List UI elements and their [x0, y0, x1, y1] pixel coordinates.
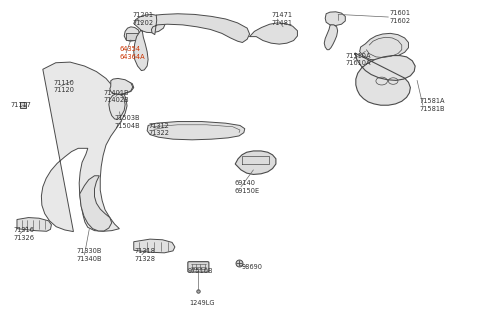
Text: 1249LG: 1249LG — [189, 300, 214, 306]
Text: 71318
71328: 71318 71328 — [135, 248, 156, 261]
Polygon shape — [134, 14, 165, 71]
Polygon shape — [147, 122, 245, 140]
Polygon shape — [134, 239, 175, 253]
Polygon shape — [235, 151, 276, 174]
Text: 69140
69150E: 69140 69150E — [234, 180, 259, 194]
Text: 71117: 71117 — [10, 102, 31, 108]
Text: 71316
71326: 71316 71326 — [13, 227, 34, 241]
Polygon shape — [109, 94, 125, 120]
Polygon shape — [126, 33, 139, 40]
Polygon shape — [110, 78, 133, 94]
Polygon shape — [250, 23, 298, 44]
Text: 71581A
71581B: 71581A 71581B — [420, 98, 445, 112]
Polygon shape — [325, 12, 345, 26]
Text: 71471
71481: 71471 71481 — [271, 12, 292, 26]
FancyBboxPatch shape — [188, 262, 209, 272]
Polygon shape — [360, 33, 408, 60]
Text: 64354
64364A: 64354 64364A — [120, 46, 145, 60]
Polygon shape — [41, 62, 134, 232]
Polygon shape — [355, 53, 415, 105]
Text: 71312
71322: 71312 71322 — [148, 123, 169, 136]
Text: 71201
71202: 71201 71202 — [132, 12, 154, 26]
Polygon shape — [152, 14, 250, 43]
Text: 71330B
71340B: 71330B 71340B — [76, 248, 102, 261]
Polygon shape — [124, 27, 140, 41]
Text: 71503B
71504B: 71503B 71504B — [115, 115, 140, 129]
Polygon shape — [80, 176, 112, 231]
Text: 71601
71602: 71601 71602 — [390, 10, 411, 24]
Text: 71401B
71402B: 71401B 71402B — [104, 90, 129, 103]
Text: 71510A
71610A: 71510A 71610A — [345, 53, 371, 66]
Text: 97510B: 97510B — [187, 268, 213, 274]
Polygon shape — [17, 217, 51, 231]
Text: 71110
71120: 71110 71120 — [53, 79, 74, 93]
Polygon shape — [324, 25, 337, 50]
Text: 98690: 98690 — [242, 264, 263, 270]
